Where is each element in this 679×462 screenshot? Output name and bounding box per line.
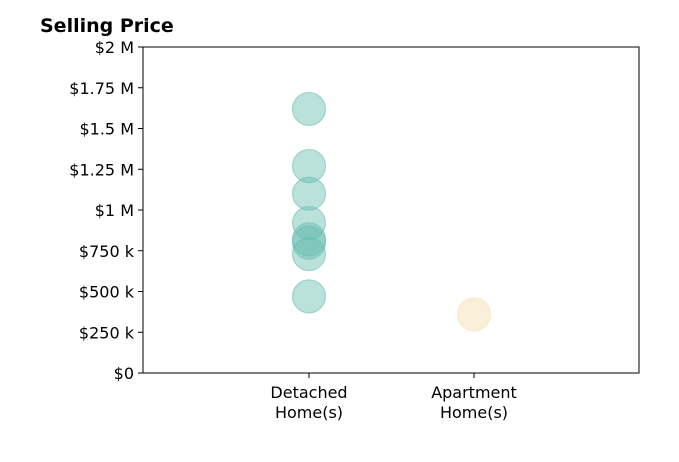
data-point — [291, 176, 327, 211]
y-tick-label: $1.25 M — [69, 160, 134, 179]
y-tick-label: $1.75 M — [69, 79, 134, 98]
plot-frame — [142, 46, 640, 374]
x-tick-label: Detached Home(s) — [270, 383, 347, 422]
data-point — [291, 279, 327, 314]
y-tick-label: $250 k — [79, 323, 135, 342]
y-tick-label: $750 k — [79, 242, 135, 261]
y-tick-label: $2 M — [95, 38, 134, 57]
x-axis: Detached Home(s) Apartment Home(s) — [270, 373, 517, 422]
data-point — [456, 297, 492, 332]
y-tick-label: $1.5 M — [79, 120, 134, 139]
data-point — [291, 148, 327, 184]
chart-title: Selling Price — [40, 15, 174, 37]
y-axis: $0 $250 k $500 k $750 k $1 M $1.25 M $1.5 M $1.… — [69, 38, 143, 383]
points-layer — [291, 91, 492, 332]
data-point — [291, 91, 327, 127]
y-tick-label: $1 M — [95, 201, 134, 220]
data-point — [291, 236, 327, 272]
y-tick-label: $0 — [114, 364, 134, 383]
y-tick-label: $500 k — [79, 283, 135, 302]
data-point — [291, 225, 327, 260]
x-tick-label: Apartment Home(s) — [431, 383, 517, 422]
